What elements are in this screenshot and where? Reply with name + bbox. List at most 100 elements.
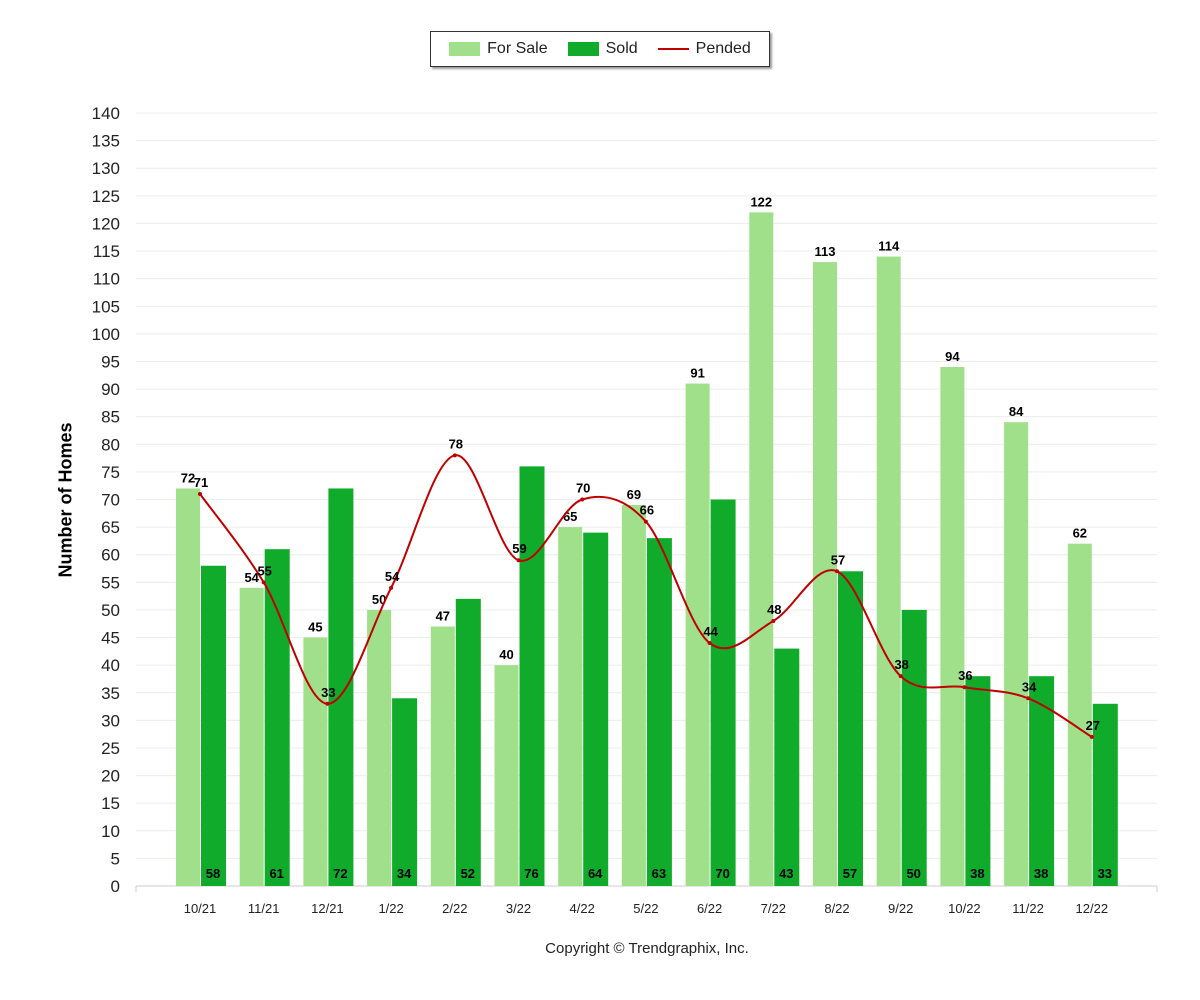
x-tick-label: 8/22: [824, 901, 849, 916]
for-sale-value-label: 54: [244, 570, 259, 585]
legend-item-sold[interactable]: Sold: [567, 40, 638, 58]
sold-value-label: 76: [524, 866, 538, 881]
y-tick-label: 120: [92, 214, 120, 233]
pended-value-label: 78: [449, 436, 463, 451]
y-tick-label: 140: [92, 104, 120, 123]
y-tick-label: 130: [92, 159, 120, 178]
sold-value-label: 72: [333, 866, 347, 881]
pended-value-label: 70: [576, 481, 590, 496]
pended-value-label: 57: [831, 552, 845, 567]
sold-bar: [1029, 676, 1055, 886]
y-axis-title: Number of Homes: [55, 422, 76, 578]
pended-point: [707, 641, 712, 646]
y-tick-label: 80: [101, 435, 120, 454]
x-tick-label: 6/22: [697, 901, 722, 916]
x-tick-label: 2/22: [442, 901, 467, 916]
legend-item-for-sale[interactable]: For Sale: [449, 40, 548, 58]
pended-value-label: 38: [894, 657, 908, 672]
legend: For Sale Sold Pended: [430, 31, 770, 67]
for-sale-value-label: 72: [181, 470, 195, 485]
y-tick-label: 5: [111, 849, 120, 868]
x-tick-label: 1/22: [378, 901, 403, 916]
for-sale-bar: [176, 488, 200, 886]
y-tick-label: 55: [101, 573, 120, 592]
for-sale-bar: [303, 637, 328, 886]
x-tick-label: 4/22: [570, 901, 595, 916]
legend-label: Pended: [695, 40, 751, 57]
legend-label: Sold: [605, 40, 638, 57]
sold-bar: [901, 609, 927, 886]
y-tick-label: 50: [101, 601, 120, 620]
y-tick-label: 110: [93, 270, 120, 289]
sold-value-label: 50: [906, 866, 920, 881]
pended-point: [389, 585, 394, 590]
legend-item-pended[interactable]: Pended: [657, 40, 751, 58]
sold-value-label: 34: [397, 866, 412, 881]
y-tick-label: 15: [101, 794, 120, 813]
for-sale-bar: [367, 609, 392, 886]
for-sale-value-label: 45: [308, 620, 322, 635]
sold-value-label: 63: [652, 866, 666, 881]
y-tick-label: 65: [101, 518, 120, 537]
sold-bar: [965, 676, 991, 886]
y-tick-label: 95: [101, 352, 120, 371]
y-tick-label: 25: [101, 739, 120, 758]
pended-point: [325, 701, 330, 706]
pended-value-label: 33: [321, 685, 335, 700]
pended-value-label: 71: [194, 475, 208, 490]
pended-point: [771, 618, 776, 623]
sold-bar: [392, 698, 418, 886]
for-sale-bar: [1004, 422, 1029, 886]
sold-bar: [201, 565, 226, 886]
y-tick-label: 85: [101, 408, 120, 427]
pended-point: [1089, 734, 1094, 739]
y-tick-label: 0: [111, 877, 120, 896]
x-tick-label: 7/22: [761, 901, 786, 916]
sold-bar: [1092, 703, 1118, 886]
pended-value-label: 44: [703, 624, 718, 639]
sold-value-label: 58: [206, 866, 220, 881]
x-tick-label: 10/22: [948, 901, 981, 916]
sold-value-label: 43: [779, 866, 793, 881]
pended-point: [261, 580, 266, 585]
pended-value-label: 34: [1022, 679, 1037, 694]
pended-value-label: 59: [512, 541, 526, 556]
y-tick-label: 30: [101, 711, 120, 730]
for-sale-bar: [558, 527, 583, 886]
y-tick-label: 75: [101, 463, 120, 482]
y-tick-label: 10: [101, 822, 120, 841]
pended-point: [835, 569, 839, 574]
for-sale-bar: [621, 505, 646, 886]
y-tick-label: 105: [92, 297, 120, 316]
sold-bar: [710, 499, 736, 886]
pended-point: [1026, 696, 1031, 701]
y-tick-label: 45: [101, 629, 120, 648]
sold-value-label: 33: [1098, 866, 1112, 881]
for-sale-bar: [430, 626, 455, 886]
for-sale-value-label: 47: [436, 608, 450, 623]
y-tick-label: 20: [101, 767, 120, 786]
for-sale-value-label: 65: [563, 509, 577, 524]
pended-value-label: 27: [1086, 718, 1100, 733]
for-sale-value-label: 114: [878, 239, 900, 254]
pended-line-swatch: [657, 48, 689, 50]
pended-value-label: 55: [257, 563, 271, 578]
y-tick-label: 100: [92, 325, 120, 344]
pended-value-label: 66: [640, 503, 654, 518]
for-sale-bar: [876, 256, 901, 886]
for-sale-value-label: 69: [627, 487, 641, 502]
sold-value-label: 61: [269, 866, 283, 881]
for-sale-bar: [813, 262, 837, 886]
sold-bar: [774, 648, 800, 886]
x-tick-label: 12/21: [311, 901, 344, 916]
x-tick-label: 3/22: [506, 901, 531, 916]
for-sale-value-label: 91: [690, 366, 704, 381]
sold-value-label: 38: [1034, 866, 1048, 881]
x-tick-label: 5/22: [633, 901, 658, 916]
sold-bar: [583, 532, 609, 886]
for-sale-swatch: [449, 42, 481, 56]
pended-line: [199, 454, 1093, 738]
for-sale-value-label: 122: [750, 194, 772, 209]
pended-point: [962, 685, 967, 690]
